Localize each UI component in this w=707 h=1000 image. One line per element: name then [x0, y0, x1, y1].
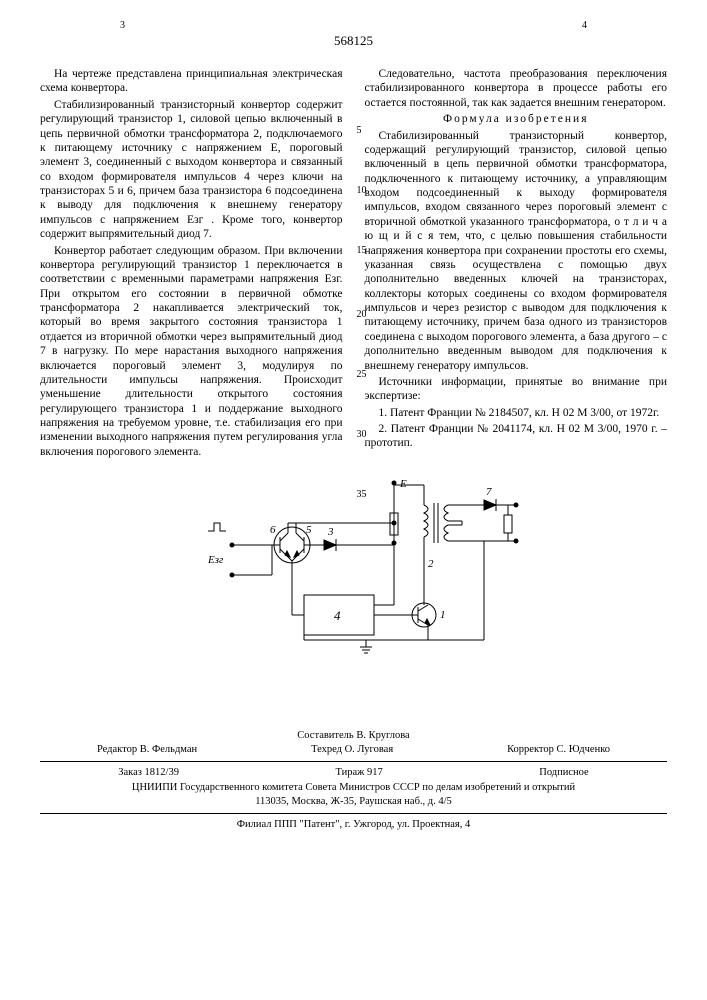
label-1: 1	[440, 609, 446, 621]
branch-line: Филиал ППП "Патент", г. Ужгород, ул. Про…	[40, 818, 667, 832]
label-5: 5	[306, 524, 312, 536]
page-num-right: 4	[582, 20, 587, 31]
page: 3 4 568125 На чертеже представлена принц…	[0, 0, 707, 1000]
right-column: Следовательно, частота преобразования пе…	[365, 67, 668, 461]
claim-text: Стабилизированный транзисторный конверто…	[365, 129, 668, 373]
page-num-left: 3	[120, 20, 125, 31]
order-num: Заказ 1812/39	[118, 766, 179, 780]
para: Конвертор работает следующим образом. Пр…	[40, 244, 343, 460]
formula-heading: Формула изобретения	[365, 112, 668, 126]
org-line: ЦНИИПИ Государственного комитета Совета …	[40, 781, 667, 795]
source-item: 2. Патент Франции № 2041174, кл. H 02 M …	[365, 422, 668, 451]
label-4: 4	[334, 608, 341, 623]
label-7: 7	[486, 486, 492, 498]
left-column: На чертеже представлена принципиальная э…	[40, 67, 343, 461]
techred: Техред О. Луговая	[311, 743, 393, 757]
composer: Составитель В. Круглова	[40, 729, 667, 743]
para: Стабилизированный транзисторный конверто…	[40, 98, 343, 242]
para: На чертеже представлена принципиальная э…	[40, 67, 343, 96]
label-2: 2	[428, 558, 434, 570]
page-numbers: 3 4	[120, 20, 587, 31]
patent-number: 568125	[40, 33, 667, 49]
label-E: E	[399, 478, 407, 490]
line-marker: 5	[357, 125, 362, 138]
sources-heading: Источники информации, принятые во вниман…	[365, 375, 668, 404]
divider	[40, 813, 667, 814]
editor: Редактор В. Фельдман	[97, 743, 197, 757]
address-line: 113035, Москва, Ж-35, Раушская наб., д. …	[40, 795, 667, 809]
footer-print-row: Заказ 1812/39 Тираж 917 Подписное	[40, 766, 667, 780]
para: Следовательно, частота преобразования пе…	[365, 67, 668, 110]
tirazh: Тираж 917	[335, 766, 382, 780]
circuit-svg: E	[184, 475, 524, 715]
label-6: 6	[270, 524, 276, 536]
divider	[40, 761, 667, 762]
circuit-figure: E	[40, 475, 667, 715]
label-3: 3	[327, 526, 334, 538]
label-Ezg: Eзг	[207, 554, 224, 566]
corrector: Корректор С. Юдченко	[507, 743, 610, 757]
source-item: 1. Патент Франции № 2184507, кл. H 02 M …	[365, 406, 668, 420]
footer: Составитель В. Круглова Редактор В. Фель…	[40, 729, 667, 832]
footer-credits: Редактор В. Фельдман Техред О. Луговая К…	[40, 743, 667, 757]
signed: Подписное	[539, 766, 588, 780]
line-marker: 35	[357, 489, 367, 502]
text-columns: На чертеже представлена принципиальная э…	[40, 67, 667, 461]
